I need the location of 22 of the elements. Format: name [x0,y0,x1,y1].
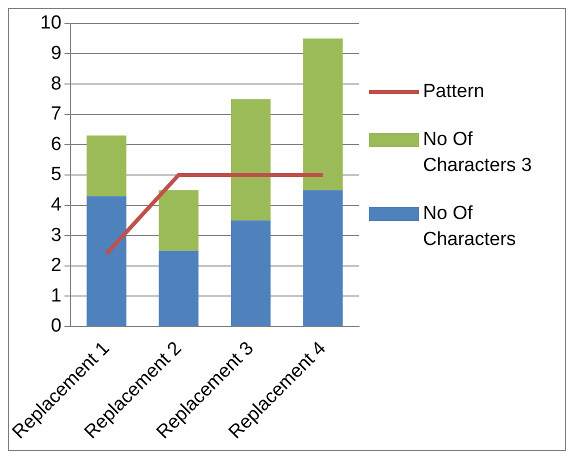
bar [86,136,126,196]
bar [230,99,271,220]
y-tick-label: 5 [50,164,62,186]
y-tick-label: 3 [50,224,62,246]
legend-label: Pattern [423,80,486,104]
bar [158,250,198,326]
bar [86,196,126,326]
bar [230,220,271,326]
bar [303,190,343,326]
y-tick-label: 1 [50,285,62,306]
y-tick-label: 0 [50,316,62,337]
y-tick-label: 2 [50,255,62,276]
y-tick-label: 8 [50,73,62,94]
y-tick-label: 7 [50,104,62,125]
bar [303,38,343,190]
legend-label: No Of Characters [423,202,517,252]
legend-label: No Of Characters 3 [423,128,533,178]
y-tick-label: 10 [40,12,62,34]
y-tick-label: 4 [50,194,62,216]
bar [158,190,198,251]
y-tick-label: 9 [50,42,62,64]
y-tick-label: 6 [50,134,62,155]
